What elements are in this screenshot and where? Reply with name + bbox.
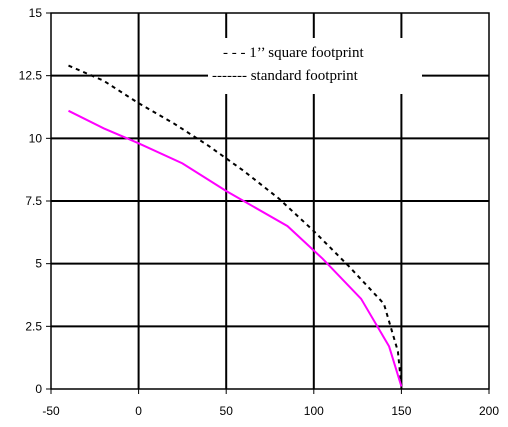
legend-entry-standard: ------- standard footprint bbox=[212, 68, 359, 84]
x-tick-label: 0 bbox=[135, 404, 142, 418]
x-tick-label: 150 bbox=[391, 404, 411, 418]
legend: - - - 1’’ square footprint ------- stand… bbox=[208, 38, 422, 94]
y-tick-label: 7.5 bbox=[25, 194, 42, 208]
x-tick-label: 50 bbox=[220, 404, 234, 418]
series-line-1 bbox=[68, 109, 403, 387]
y-tick-label: 15 bbox=[29, 6, 43, 20]
series-line-0 bbox=[68, 64, 403, 387]
y-tick-label: 0 bbox=[35, 382, 42, 396]
x-tick-label: 100 bbox=[304, 404, 324, 418]
legend-entry-square: - - - 1’’ square footprint bbox=[223, 45, 364, 61]
x-tick-label: 200 bbox=[479, 404, 499, 418]
y-tick-label: 10 bbox=[29, 131, 43, 145]
x-tick-label: -50 bbox=[42, 404, 60, 418]
plot-frame bbox=[50, 12, 490, 390]
series-layer bbox=[68, 64, 403, 387]
y-tick-label: 5 bbox=[35, 257, 42, 271]
y-tick-label: 12.5 bbox=[19, 69, 43, 83]
legend-box bbox=[208, 38, 422, 94]
y-tick-label: 2.5 bbox=[25, 319, 42, 333]
